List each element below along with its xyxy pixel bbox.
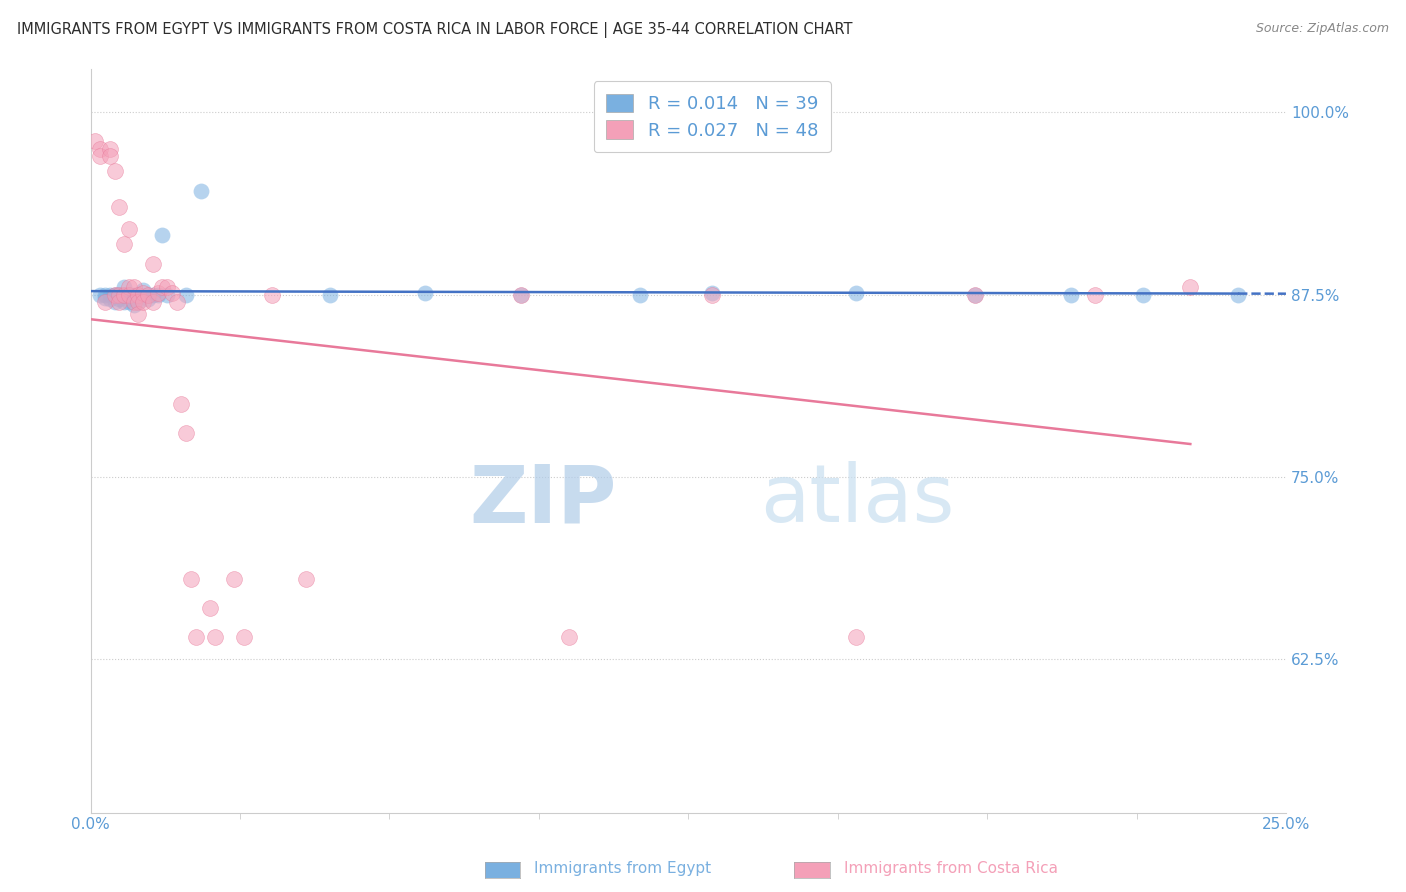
Point [204,631,226,645]
Point [630,287,652,301]
Point [122,287,145,301]
Point [190,184,212,198]
Point [1180,280,1202,294]
Text: ZIP: ZIP [470,461,617,539]
Point [198,601,221,615]
Point [142,294,165,309]
Point [103,163,125,178]
Text: Source: ZipAtlas.com: Source: ZipAtlas.com [1256,22,1389,36]
Point [98,287,121,301]
Point [108,292,131,306]
Point [142,257,165,271]
Point [1132,287,1154,301]
Point [127,294,149,309]
Point [118,280,141,294]
Point [108,287,131,301]
Point [318,287,340,301]
Point [965,287,987,301]
Point [89,287,111,301]
Point [127,287,149,301]
Point [232,631,254,645]
Point [127,287,149,301]
Point [103,287,125,301]
Point [845,631,868,645]
Point [118,287,141,301]
Point [174,287,197,301]
Point [170,397,193,411]
Point [136,287,159,301]
Point [136,292,159,306]
Point [166,294,188,309]
Point [184,631,207,645]
Point [160,286,183,301]
Point [112,287,135,301]
Point [510,287,533,301]
Point [103,287,125,301]
Point [146,287,169,301]
Point [94,291,117,305]
Point [112,236,135,251]
Point [122,294,145,309]
Point [136,287,159,301]
Point [146,286,169,301]
Point [103,287,125,301]
Point [132,294,155,309]
Text: IMMIGRANTS FROM EGYPT VS IMMIGRANTS FROM COSTA RICA IN LABOR FORCE | AGE 35-44 C: IMMIGRANTS FROM EGYPT VS IMMIGRANTS FROM… [17,22,852,38]
Point [112,287,135,301]
Point [702,287,724,301]
Point [112,280,135,294]
Point [222,572,245,586]
Point [132,283,155,297]
Point [174,426,197,441]
Point [262,287,284,301]
Point [108,287,131,301]
Legend: R = 0.014   N = 39, R = 0.027   N = 48: R = 0.014 N = 39, R = 0.027 N = 48 [593,81,831,153]
Point [413,286,436,301]
Point [98,292,121,306]
Point [127,294,149,309]
Point [1084,287,1107,301]
Point [702,286,724,301]
Point [1227,287,1250,301]
Point [112,294,135,309]
Point [122,292,145,306]
Point [103,294,125,309]
Point [510,287,533,301]
Point [156,287,179,301]
Point [108,200,131,214]
Point [89,149,111,163]
Point [180,572,202,586]
Point [294,572,316,586]
Point [118,294,141,309]
Point [122,298,145,312]
Point [156,280,179,294]
Point [965,287,987,301]
Point [558,631,581,645]
Point [94,294,117,309]
Point [845,286,868,301]
Point [89,142,111,156]
Text: Immigrants from Egypt: Immigrants from Egypt [534,862,711,876]
Point [94,287,117,301]
Point [98,149,121,163]
Point [150,227,173,242]
Point [142,287,165,301]
Point [127,307,149,321]
Point [150,280,173,294]
Point [108,294,131,309]
Point [122,280,145,294]
Point [98,142,121,156]
Point [1060,287,1083,301]
Point [132,286,155,301]
Point [118,222,141,236]
Point [118,287,141,301]
Text: Immigrants from Costa Rica: Immigrants from Costa Rica [844,862,1057,876]
Point [84,135,107,149]
Text: atlas: atlas [761,461,955,539]
